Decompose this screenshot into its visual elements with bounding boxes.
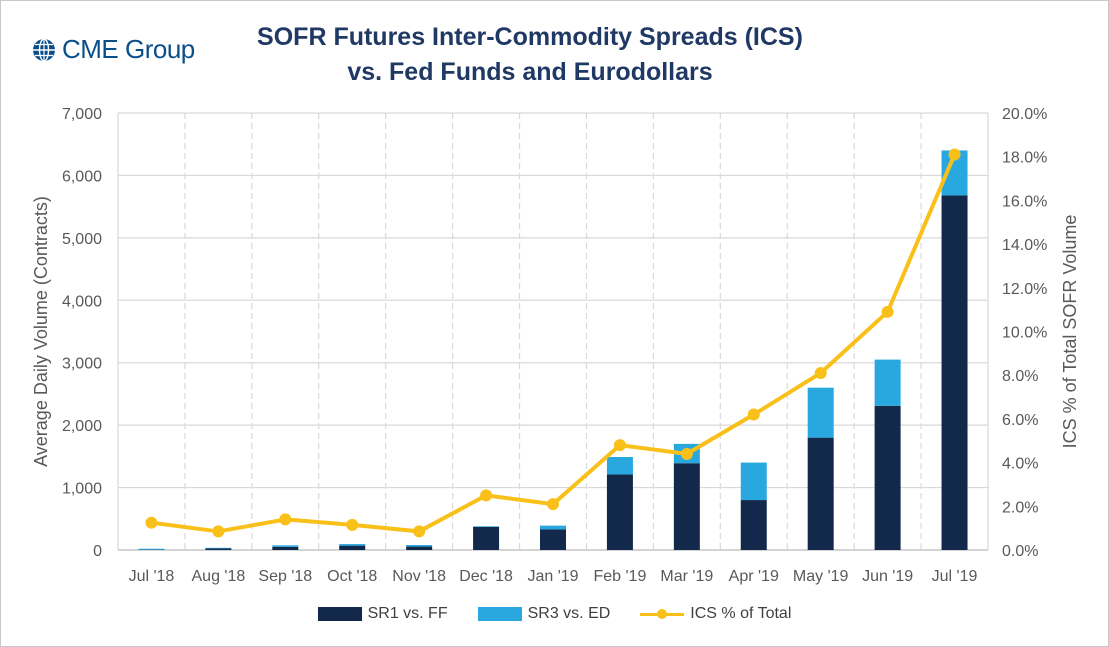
y2-tick-label: 18.0% <box>1002 150 1047 167</box>
ics-point <box>613 439 626 452</box>
chart-title-line2: vs. Fed Funds and Eurodollars <box>347 58 713 86</box>
x-tick-label: Dec '18 <box>459 568 513 585</box>
legend-item-sr3: SR3 vs. ED <box>477 605 611 623</box>
bar-sr1 <box>473 526 500 550</box>
logo-text: CME Group <box>62 34 195 64</box>
x-tick-label: Oct '18 <box>327 568 377 585</box>
legend-swatch-sr3 <box>477 607 522 621</box>
globe-icon <box>33 37 55 62</box>
legend-label-sr1: SR1 vs. FF <box>367 605 448 622</box>
y-tick-label: 3,000 <box>62 356 102 373</box>
bar-sr1 <box>874 405 901 550</box>
bar-sr1 <box>740 500 767 550</box>
bar-sr1 <box>941 195 968 551</box>
x-tick-label: Aug '18 <box>192 568 246 585</box>
legend-swatch-ics <box>640 607 685 621</box>
bar-sr1 <box>272 546 299 550</box>
ics-point <box>547 498 559 511</box>
ics-point <box>279 513 292 526</box>
ics-point <box>948 148 961 161</box>
legend: SR1 vs. FF SR3 vs. ED ICS % of Total <box>0 605 1109 623</box>
bar-sr3 <box>807 387 834 438</box>
y2-tick-label: 10.0% <box>1002 325 1047 342</box>
x-tick-label: Jul '19 <box>932 568 978 585</box>
legend-item-ics: ICS % of Total <box>640 605 791 623</box>
bar-sr3 <box>740 462 767 501</box>
y2-tick-label: 16.0% <box>1002 193 1047 210</box>
legend-swatch-sr1 <box>317 607 362 621</box>
y2-axis-title: ICS % of Total SOFR Volume <box>1060 215 1080 449</box>
y2-tick-label: 2.0% <box>1002 499 1038 516</box>
y2-tick-label: 12.0% <box>1002 281 1047 298</box>
y2-tick-label: 8.0% <box>1002 368 1038 385</box>
bar-sr3 <box>540 525 566 530</box>
x-tick-label: Jan '19 <box>527 568 578 585</box>
x-tick-label: Mar '19 <box>660 568 713 585</box>
legend-label-ics: ICS % of Total <box>690 605 792 622</box>
y-tick-label: 2,000 <box>62 418 102 435</box>
y-tick-label: 7,000 <box>62 106 102 123</box>
bar-sr3 <box>406 545 433 547</box>
bar-sr1 <box>807 437 834 550</box>
y2-tick-label: 14.0% <box>1002 237 1047 254</box>
y2-tick-label: 20.0% <box>1002 106 1047 123</box>
legend-item-sr1: SR1 vs. FF <box>317 605 448 623</box>
bar-sr1 <box>540 529 566 550</box>
bar-sr1 <box>673 463 700 550</box>
bar-sr3 <box>473 526 500 527</box>
y-tick-label: 5,000 <box>62 231 102 248</box>
bar-sr1 <box>606 474 633 550</box>
ics-point <box>145 516 158 529</box>
x-tick-label: May '19 <box>793 568 849 585</box>
chart-title-line1: SOFR Futures Inter-Commodity Spreads (IC… <box>257 23 803 51</box>
bar-sr3 <box>272 545 299 547</box>
x-tick-label: Nov '18 <box>392 568 446 585</box>
bar-sr3 <box>606 456 633 475</box>
bar-sr1 <box>406 546 433 550</box>
legend-label-sr3: SR3 vs. ED <box>527 605 611 622</box>
y2-tick-label: 0.0% <box>1002 543 1038 560</box>
bar-sr1 <box>339 545 366 550</box>
y-tick-label: 1,000 <box>62 481 102 498</box>
bar-sr3 <box>339 544 366 546</box>
y-axis-title: Average Daily Volume (Contracts) <box>31 196 51 467</box>
ics-point <box>814 367 827 380</box>
ics-point <box>480 489 493 502</box>
ics-line <box>149 152 957 534</box>
x-tick-label: Apr '19 <box>729 568 779 585</box>
y-tick-label: 0 <box>93 543 102 560</box>
ics-point <box>680 447 693 460</box>
y2-tick-label: 6.0% <box>1002 412 1038 429</box>
bar-sr1 <box>205 548 232 550</box>
ics-point <box>881 305 894 318</box>
x-tick-label: Jun '19 <box>862 568 913 585</box>
ics-point <box>212 525 225 538</box>
y2-tick-label: 4.0% <box>1002 456 1038 473</box>
cme-logo: CME Group <box>32 34 195 65</box>
y-tick-label: 6,000 <box>62 168 102 185</box>
ics-point <box>413 525 426 538</box>
bar-sr3 <box>138 548 165 550</box>
bar-sr3 <box>205 547 232 549</box>
x-tick-label: Feb '19 <box>593 568 646 585</box>
ics-point <box>747 408 760 421</box>
x-tick-label: Sep '18 <box>258 568 312 585</box>
y-tick-label: 4,000 <box>62 293 102 310</box>
ics-point <box>346 518 359 531</box>
chart-svg: 0 1,000 2,000 3,000 4,000 5,000 6,000 7,000 0.0%… <box>31 106 1080 585</box>
x-tick-label: Jul '18 <box>129 568 175 585</box>
bar-sr3 <box>874 359 901 406</box>
